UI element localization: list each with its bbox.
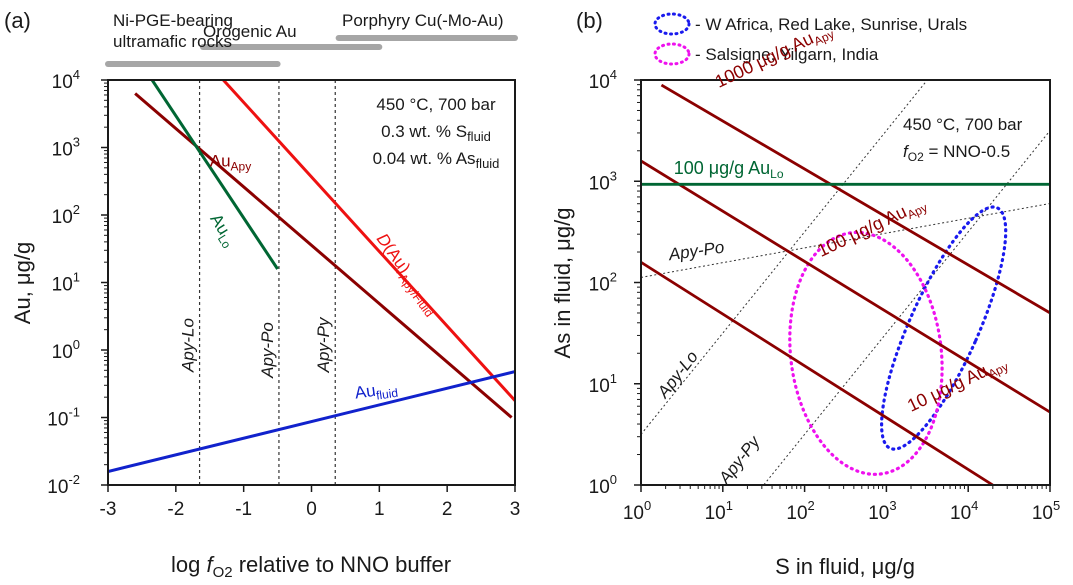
deposit-fields-b <box>788 205 1008 476</box>
panel-a-label: (a) <box>4 8 31 33</box>
series-line <box>108 370 515 473</box>
x-tick-label: -2 <box>167 499 184 520</box>
y-ticks-a: 10-2 10-1 100 101 102 103 104 <box>47 67 108 498</box>
x-axis-label-b: S in fluid, μg/g <box>775 554 915 579</box>
y-tick-label: 102 <box>589 270 617 296</box>
x-tick-label: 104 <box>950 498 978 524</box>
boundary-label: Apy-Lo <box>179 318 198 373</box>
series-line <box>150 80 279 270</box>
condition-temperature-a: 450 °C, 700 bar <box>376 95 496 114</box>
condition-arsenic-a: 0.04 wt. % Asfluid <box>373 149 500 171</box>
legend-label: - Salsigne, Yilgarn, India <box>695 45 879 64</box>
legend-label: - W Africa, Red Lake, Sunrise, Urals <box>695 15 967 34</box>
series-label: Aufluid <box>354 378 399 406</box>
condition-fo2-b: fO2 = NNO-0.5 <box>903 142 1010 164</box>
boundary-label: Apy-Py <box>714 431 764 488</box>
boundary-line <box>641 80 928 435</box>
y-tick-label: 101 <box>589 371 617 397</box>
boundary-label: Apy-Lo <box>653 347 702 402</box>
y-tick-label: 102 <box>52 202 80 228</box>
series-label: 10 μg/g AuApy <box>904 352 1011 419</box>
condition-temperature-b: 450 °C, 700 bar <box>903 115 1023 134</box>
y-tick-label: 104 <box>52 67 80 93</box>
series-line <box>222 80 515 402</box>
y-tick-label: 103 <box>589 168 617 194</box>
x-tick-label: 102 <box>786 498 814 524</box>
deposit-range-label: Ni-PGE-bearing <box>113 11 233 30</box>
y-axis-label-a: Au, μg/g <box>10 242 35 324</box>
plot-frame-b <box>640 79 1051 486</box>
x-ticks-b: 100 101 102 103 104 105 <box>623 485 1060 524</box>
legend-marker <box>653 12 691 36</box>
x-tick-label: 101 <box>705 498 733 524</box>
y-tick-label: 100 <box>589 472 617 498</box>
y-tick-label: 10-2 <box>47 472 80 498</box>
x-tick-label: 3 <box>510 499 521 520</box>
boundary-line <box>641 203 1050 278</box>
x-tick-label: 105 <box>1032 498 1060 524</box>
x-tick-label: 0 <box>306 499 317 520</box>
x-ticks-a: -3 -2 -1 0 1 2 3 <box>100 485 521 520</box>
series-label: AuLo <box>204 210 241 251</box>
boundary-lines-b <box>641 80 1050 485</box>
x-tick-label: 100 <box>623 498 651 524</box>
y-tick-label: 100 <box>52 337 80 363</box>
series-line <box>641 261 994 485</box>
panel-a-chart: (a) Ni-PGE-bearing ultramafic rocksOrogen… <box>4 8 520 581</box>
deposit-range-label: Orogenic Au <box>203 22 297 41</box>
series-line <box>641 159 1050 414</box>
x-tick-label: 1 <box>374 499 385 520</box>
y-axis-label-b: As in fluid, μg/g <box>550 208 575 359</box>
series-line <box>660 83 1050 315</box>
boundary-label: Apy-Po <box>667 238 726 265</box>
y-tick-label: 104 <box>589 67 617 93</box>
y-ticks-b: 100 101 102 103 104 <box>589 67 641 498</box>
series-lines-b <box>641 83 1050 485</box>
boundary-label: Apy-Py <box>314 316 333 373</box>
series-label: 100 μg/g AuLo <box>674 158 784 181</box>
x-tick-label: 2 <box>442 499 453 520</box>
deposit-range-label: Porphyry Cu(-Mo-Au) <box>342 11 504 30</box>
series-lines-a <box>108 80 515 473</box>
deposit-field-ellipse <box>880 205 1008 451</box>
boundary-lines-a <box>198 80 336 485</box>
boundary-line <box>763 130 1050 485</box>
x-tick-label: -1 <box>235 499 252 520</box>
panel-b-chart: (b) - W Africa, Red Lake, Sunrise, Urals… <box>550 8 1060 579</box>
legend-b: - W Africa, Red Lake, Sunrise, Urals - Sa… <box>653 12 967 66</box>
x-tick-label: 103 <box>868 498 896 524</box>
x-tick-label: -3 <box>100 499 117 520</box>
boundary-label: Apy-Po <box>258 322 277 379</box>
y-tick-label: 101 <box>52 270 80 296</box>
y-tick-label: 103 <box>52 135 80 161</box>
deposit-range-label: ultramafic rocks <box>113 32 232 51</box>
legend-marker <box>653 42 691 66</box>
x-axis-label-a: log fO2 relative to NNO buffer <box>171 552 451 581</box>
panel-b-label: (b) <box>576 8 603 33</box>
series-label: AuApy <box>210 151 251 173</box>
condition-sulfur-a: 0.3 wt. % Sfluid <box>381 122 491 144</box>
y-tick-label: 10-1 <box>47 405 80 431</box>
